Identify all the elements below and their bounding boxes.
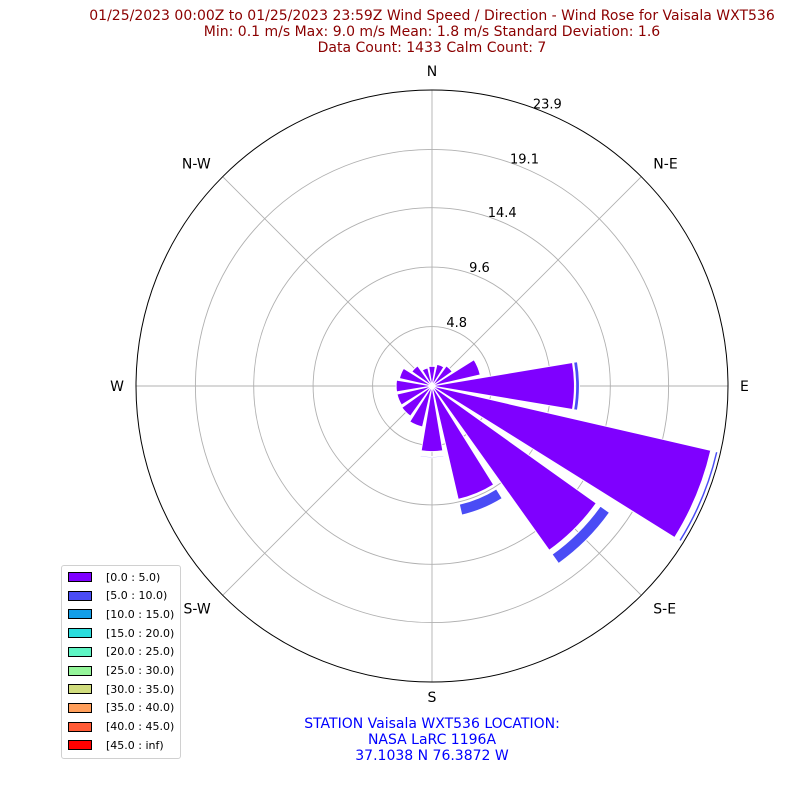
legend-label: [5.0 : 10.0) — [106, 589, 168, 603]
legend-item: [40.0 : 45.0) — [68, 720, 175, 734]
radial-tick-label: 14.4 — [488, 206, 517, 221]
legend-label: [10.0 : 15.0) — [106, 607, 175, 621]
legend-item: [20.0 : 25.0) — [68, 645, 175, 659]
direction-label: W — [110, 379, 124, 395]
wind-bar — [431, 363, 445, 387]
radial-tick-label: 19.1 — [510, 153, 539, 168]
direction-label: S-E — [653, 601, 676, 617]
direction-label: S — [428, 690, 437, 706]
legend-label: [45.0 : inf) — [106, 738, 164, 752]
legend: [0.0 : 5.0) [5.0 : 10.0) [10.0 : 15.0) [15.… — [61, 565, 181, 759]
legend-item: [30.0 : 35.0) — [68, 682, 175, 696]
ring-line — [194, 148, 670, 624]
wind-bar — [395, 379, 433, 393]
legend-label: [20.0 : 25.0) — [106, 645, 175, 659]
wind-bar — [431, 385, 495, 500]
wind-rose-bars — [395, 359, 719, 565]
wind-bar — [551, 505, 611, 565]
legend-swatch — [68, 684, 92, 695]
spoke-line — [222, 176, 433, 387]
wind-bar — [401, 385, 433, 417]
legend-label: [35.0 : 40.0) — [106, 701, 175, 715]
legend-swatch — [68, 740, 92, 751]
legend-item: [25.0 : 30.0) — [68, 664, 175, 677]
chart-title: 01/25/2023 00:00Z to 01/25/2023 23:59Z W… — [0, 8, 800, 56]
legend-label: [30.0 : 35.0) — [106, 682, 175, 696]
legend-label: [40.0 : 45.0) — [106, 720, 175, 734]
wind-bar — [431, 365, 453, 387]
legend-item: [45.0 : inf) — [68, 738, 164, 752]
legend-swatch — [68, 702, 92, 713]
legend-item: [15.0 : 20.0) — [68, 626, 175, 640]
legend-item: [5.0 : 10.0) — [68, 589, 168, 603]
legend-swatch — [68, 628, 92, 639]
spoke-line — [431, 176, 642, 387]
legend-swatch — [68, 572, 92, 582]
wind-bar — [419, 455, 445, 459]
direction-label: S-W — [183, 601, 210, 617]
radial-tick-label: 9.6 — [469, 261, 490, 276]
wind-bar — [409, 385, 433, 428]
legend-item: [35.0 : 40.0) — [68, 701, 175, 715]
station-line-2: NASA LaRC 1196A — [367, 732, 497, 748]
wind-bar — [421, 367, 433, 387]
wind-bar — [431, 385, 712, 539]
station-info: STATION Vaisala WXT536 LOCATION: NASA La… — [232, 716, 632, 764]
direction-label: N — [427, 64, 437, 80]
legend-swatch — [68, 609, 92, 620]
wind-bar — [431, 359, 481, 387]
wind-bar — [431, 361, 575, 411]
legend-swatch — [68, 665, 92, 676]
legend-label: [25.0 : 30.0) — [106, 664, 175, 677]
wind-bar — [411, 365, 433, 387]
polar-labels: 4.8 9.6 14.4 19.1 23.9 N N-E E S-E S S-W W N-W — [110, 64, 749, 706]
title-line-1: 01/25/2023 00:00Z to 01/25/2023 23:59Z W… — [89, 8, 775, 24]
radial-tick-label: 23.9 — [533, 98, 562, 113]
station-line-3: 37.1038 N 76.3872 W — [355, 748, 509, 764]
title-line-2: Min: 0.1 m/s Max: 9.0 m/s Mean: 1.8 m/s … — [203, 24, 661, 40]
direction-label: E — [740, 379, 749, 395]
legend-item: [10.0 : 15.0) — [68, 607, 175, 621]
legend-swatch — [68, 721, 92, 732]
legend-swatch — [68, 590, 92, 601]
legend-swatch — [68, 646, 92, 657]
station-line-1: STATION Vaisala WXT536 LOCATION: — [304, 716, 560, 732]
title-line-3: Data Count: 1433 Calm Count: 7 — [317, 40, 547, 56]
wind-bar — [398, 367, 433, 387]
legend-label: [0.0 : 5.0) — [106, 570, 161, 584]
wind-bar — [428, 365, 436, 387]
direction-label: N-W — [182, 157, 211, 173]
wind-bar — [573, 361, 580, 411]
legend-label: [15.0 : 20.0) — [106, 626, 175, 640]
spoke-line — [222, 385, 433, 596]
wind-bar — [431, 385, 597, 551]
wind-bar — [420, 385, 444, 453]
polar-frame — [135, 89, 729, 683]
wind-bar — [396, 385, 433, 406]
legend-item: [0.0 : 5.0) — [68, 570, 161, 584]
radial-tick-label: 4.8 — [446, 316, 467, 331]
ring-line — [253, 207, 611, 565]
wind-bar — [678, 450, 719, 543]
wind-bar — [458, 488, 503, 516]
direction-label: N-E — [653, 157, 677, 173]
